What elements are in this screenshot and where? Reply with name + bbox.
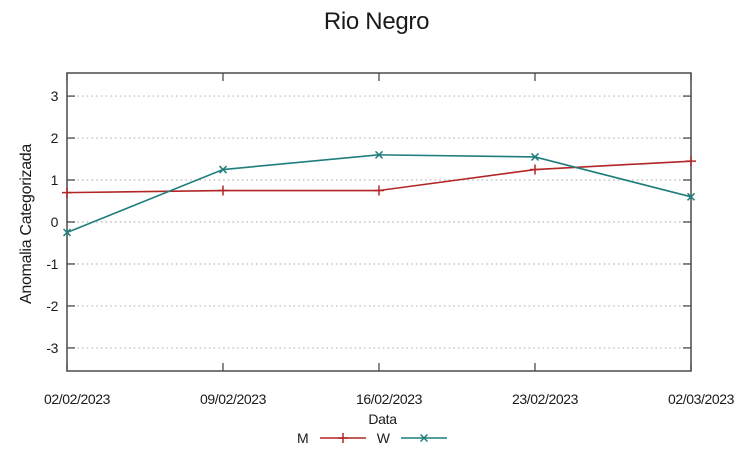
- x-tick-label: 02/02/2023: [44, 391, 111, 407]
- y-tick-label: -3: [46, 340, 58, 356]
- legend-item-M: M: [297, 430, 367, 446]
- x-tick-label: 16/02/2023: [356, 391, 423, 407]
- x-axis-label: Data: [368, 411, 397, 427]
- x-tick-label: 23/02/2023: [512, 391, 579, 407]
- legend-label-M: M: [297, 430, 309, 446]
- y-tick-label: 1: [51, 172, 59, 188]
- legend-line-sample-W: [400, 433, 447, 443]
- legend-line-sample-M: [319, 433, 366, 443]
- y-tick-label: -2: [46, 298, 58, 314]
- series-M: [62, 156, 696, 198]
- gridlines: [68, 95, 690, 349]
- y-tick-label: 3: [51, 88, 59, 104]
- legend-item-W: W: [377, 430, 448, 446]
- x-tick-label: 02/03/2023: [668, 391, 735, 407]
- legend-label-W: W: [376, 430, 390, 446]
- plot-border: [66, 72, 692, 372]
- x-tick-labels: 02/02/2023 09/02/2023 16/02/2023 23/02/2023…: [44, 391, 735, 407]
- x-tick-label: 09/02/2023: [200, 391, 267, 407]
- y-tick-labels: -3 -2 -1 0 1 2 3: [46, 88, 59, 356]
- y-tick-label: -1: [46, 256, 58, 272]
- y-tick-label: 0: [51, 214, 59, 230]
- chart-title: Rio Negro: [323, 8, 430, 35]
- series-W: [62, 150, 696, 237]
- y-tick-label: 2: [51, 130, 59, 146]
